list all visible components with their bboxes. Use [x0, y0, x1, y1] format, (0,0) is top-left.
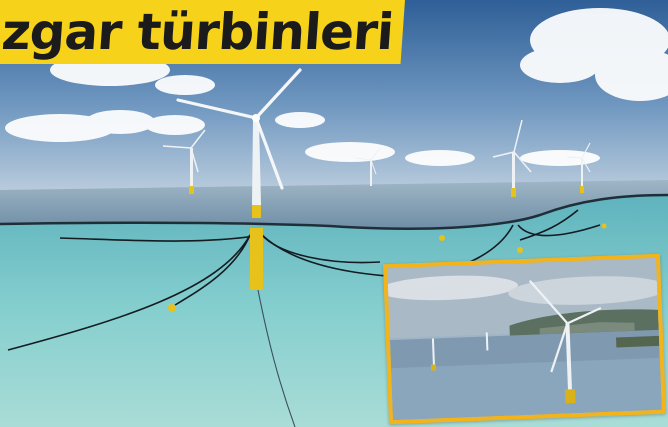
clouds	[5, 8, 668, 166]
headline: zgar türbinleri	[0, 0, 406, 64]
inset-photo-scene	[387, 257, 662, 421]
waterline	[0, 193, 668, 230]
main-turbine	[176, 68, 302, 290]
buoys	[168, 223, 607, 312]
inset-photo	[383, 253, 666, 425]
sea-surface	[0, 180, 668, 229]
distant-turbines	[162, 119, 591, 197]
